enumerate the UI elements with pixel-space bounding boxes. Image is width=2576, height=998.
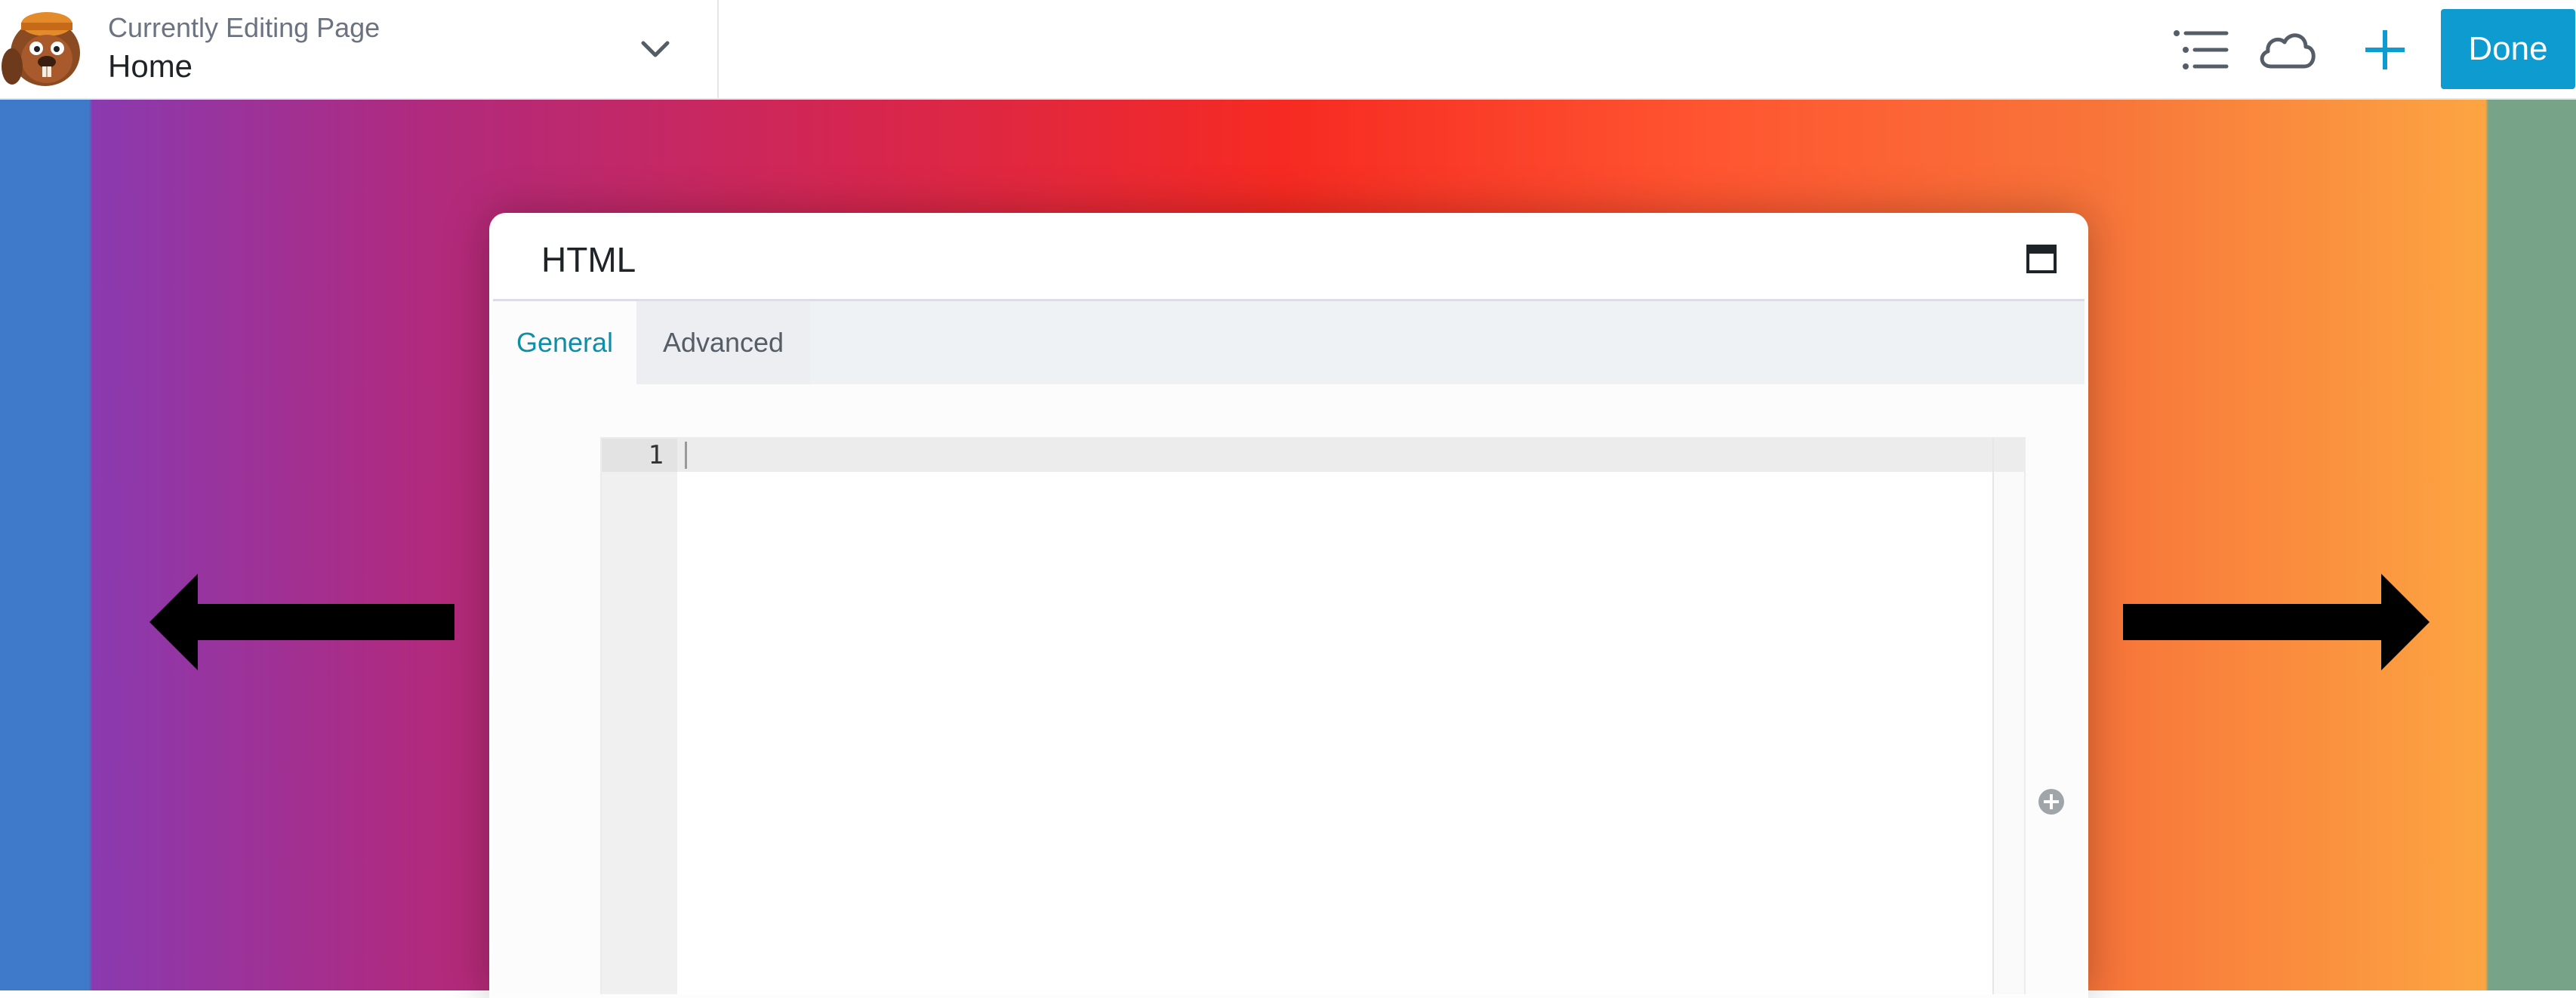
maximize-window-icon[interactable] [2026,244,2057,274]
modal-title: HTML [541,240,636,279]
editor-active-line[interactable] [677,439,1994,472]
tab-general[interactable]: General [493,301,636,384]
plus-icon [2365,30,2405,69]
done-button[interactable]: Done [2441,9,2575,89]
html-settings-modal: HTML General Advanced 1 [489,213,2088,998]
modal-header: HTML [493,217,2085,301]
editing-label: Currently Editing Page [108,12,381,43]
tab-advanced[interactable]: Advanced [636,301,810,384]
page-switch-button[interactable] [633,30,678,68]
editor-gutter [602,439,677,994]
arrow-left-icon [149,574,454,670]
top-bar: Currently Editing Page Home Done [0,0,2576,100]
chevron-down-icon [641,41,670,57]
arrow-right-icon [2123,574,2430,670]
outline-button[interactable] [2167,20,2235,80]
beaver-builder-logo-icon[interactable] [2,6,94,91]
text-cursor [685,442,687,469]
add-content-button[interactable] [2351,20,2419,80]
cloud-icon [2260,33,2316,69]
list-outline-icon [2174,30,2229,69]
modal-tabs: General Advanced [493,301,2085,384]
editor-scroll-track[interactable] [1992,439,2026,994]
line-number: 1 [602,439,677,472]
scroll-track-top [1994,439,2026,472]
saved-status-button[interactable] [2253,20,2321,80]
page-name[interactable]: Home [108,48,193,84]
top-bar-divider [717,0,719,100]
html-code-editor[interactable]: 1 [600,437,2026,994]
plus-circle-icon[interactable] [2037,787,2066,816]
